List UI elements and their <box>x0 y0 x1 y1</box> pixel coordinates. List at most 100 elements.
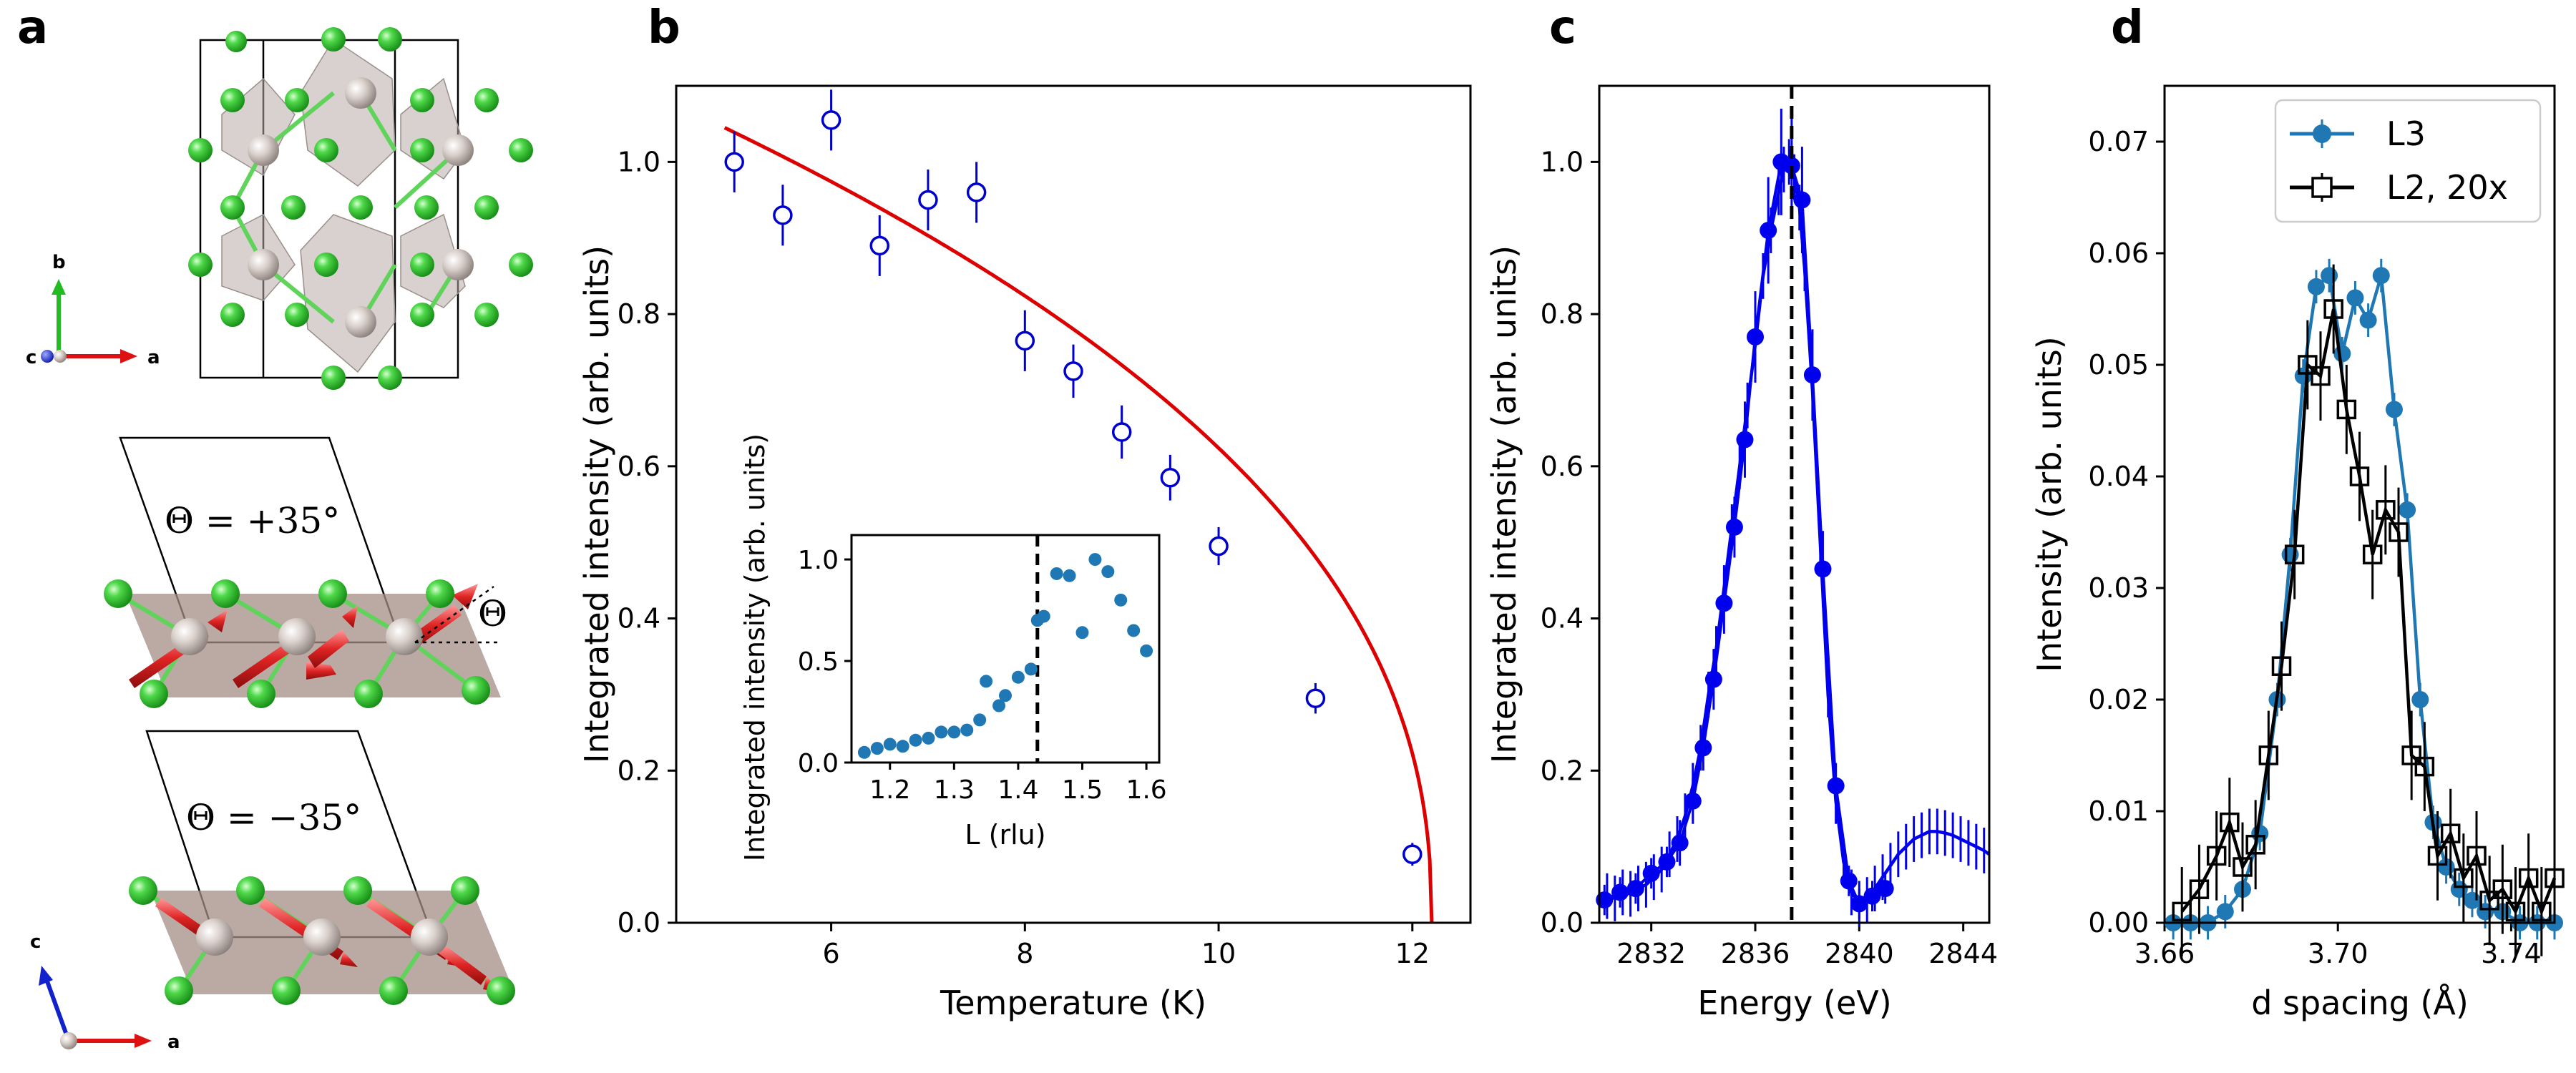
data-point <box>1803 366 1821 384</box>
y-tick-label: 1.0 <box>798 546 839 575</box>
y-tick-label: 0.5 <box>798 647 839 677</box>
x-tick-label: 2832 <box>1616 938 1686 969</box>
theta-guide-dashed <box>414 585 494 644</box>
d-legend: L3 L2, 20x <box>2274 99 2542 223</box>
l2-data-point <box>2492 879 2513 899</box>
l2-data-point <box>2467 846 2487 866</box>
axis-label-a: a <box>167 1032 180 1053</box>
l2-data-point <box>2220 812 2240 833</box>
data-point <box>1704 670 1722 688</box>
data-point <box>1111 422 1132 442</box>
l2-data-point <box>2245 835 2265 855</box>
axes-triad-top: b c a <box>26 252 160 368</box>
x-tick-label: 1.2 <box>869 775 910 805</box>
data-point <box>869 235 890 256</box>
l3-data-point <box>2251 825 2269 843</box>
panel-letter-d: d <box>2111 1 2144 54</box>
inset-data-point <box>922 731 935 745</box>
l2-data-point <box>2454 868 2474 888</box>
legend-label-l3: L3 <box>2386 114 2426 153</box>
c-axes-frame <box>1598 84 1991 924</box>
data-point <box>1760 222 1777 240</box>
x-tick-label: 10 <box>1201 938 1236 969</box>
panel-letter-c: c <box>1549 1 1576 54</box>
y-tick-label: 0.8 <box>618 298 660 330</box>
metal-atom <box>442 134 474 166</box>
b-marks <box>723 89 1434 923</box>
x-tick-label: 1.3 <box>934 775 975 805</box>
legend-marker-l3 <box>2313 124 2331 143</box>
data-point <box>1715 594 1733 612</box>
l2-data-point <box>2440 823 2461 843</box>
x-tick-label: 1.4 <box>997 775 1038 805</box>
l2-data-point <box>2258 745 2279 765</box>
cl-atoms <box>104 579 490 708</box>
l2-data-point <box>2271 656 2292 676</box>
panel-d: d 3.66 3.70 3.74 0.00 0.01 0.02 0.03 0.04 0.05 0.… <box>2030 1 2565 1022</box>
l3-data-point <box>2463 891 2481 909</box>
y-tick-label: 0.2 <box>1541 755 1584 786</box>
inset-data-point <box>973 713 987 727</box>
l3-data-point <box>2333 345 2351 363</box>
data-point <box>1626 880 1644 898</box>
b-ticks: 6 8 10 12 0.0 0.2 0.4 0.6 0.8 1.0 <box>618 146 1430 969</box>
inset-data-point <box>1127 624 1141 637</box>
data-point <box>1725 518 1743 536</box>
data-point <box>1015 330 1035 351</box>
l2-data-point <box>2414 756 2435 777</box>
l3-data-point <box>2372 267 2390 285</box>
axis-label-b: b <box>52 252 66 273</box>
data-point <box>1814 560 1832 578</box>
l3-data-point <box>2385 401 2403 418</box>
data-point <box>1160 468 1181 488</box>
inset-data-point <box>896 740 909 753</box>
inset-data-point <box>1140 644 1153 657</box>
inset-data-point <box>857 745 871 759</box>
inset-ticks: 1.2 1.3 1.4 1.5 1.6 0.0 0.5 1.0 <box>798 546 1167 805</box>
inset-data-point <box>1011 670 1025 684</box>
y-tick-label: 0.03 <box>2088 572 2149 604</box>
inset-data-point <box>935 725 948 739</box>
structure-top-view: b c a <box>26 27 533 390</box>
b-inset: 1.2 1.3 1.4 1.5 1.6 0.0 0.5 1.0 L (rlu) Integra… <box>739 433 1167 861</box>
axis-label-c: c <box>30 931 41 953</box>
data-point <box>1747 328 1764 346</box>
metal-atom <box>345 306 376 338</box>
inset-data-point <box>1037 609 1050 623</box>
axis-label-c: c <box>26 347 36 368</box>
l2-data-point <box>2189 879 2210 899</box>
y-tick-label: 0.6 <box>618 451 660 482</box>
axes-triad-bottom: c a <box>30 931 180 1053</box>
data-point <box>1850 895 1868 913</box>
data-point <box>1209 536 1229 557</box>
y-tick-label: 0.01 <box>2088 795 2149 827</box>
structure-theta-plus: Θ = +35° <box>104 436 507 708</box>
inset-data-point <box>947 725 961 739</box>
b-axes-frame <box>675 84 1472 924</box>
panel-c: c 2832 2836 2840 2844 0.0 0.2 0.4 0.6 0.8 1.0 Ene… <box>1485 1 1998 1022</box>
inset-data-point <box>1101 565 1115 579</box>
c-ticks: 2832 2836 2840 2844 0.0 0.2 0.4 0.6 0.8 1.0 <box>1541 146 1998 969</box>
y-tick-label: 0.0 <box>618 907 660 939</box>
data-point <box>1827 777 1845 795</box>
inset-xlabel: L (rlu) <box>965 819 1045 851</box>
inset-data-point <box>883 738 897 751</box>
y-tick-label: 0.2 <box>618 755 660 786</box>
l2-data-point <box>2349 466 2370 486</box>
structure-theta-minus: Θ = −35° <box>30 730 515 1053</box>
data-point <box>1684 792 1702 810</box>
l2-data-point <box>2336 399 2357 420</box>
l2-data-point <box>2311 366 2331 386</box>
metal-atoms <box>171 618 423 655</box>
fit-curve <box>723 126 1434 923</box>
l3-data-point <box>2321 267 2338 285</box>
axis-label-a: a <box>147 347 160 368</box>
metal-atom <box>442 249 474 280</box>
octahedron <box>300 38 396 187</box>
c-xlabel: Energy (eV) <box>1697 984 1891 1022</box>
panel-a: a <box>17 1 533 1053</box>
data-point <box>1611 883 1629 901</box>
data-point <box>1876 880 1894 898</box>
l3-data-point <box>2477 903 2494 921</box>
